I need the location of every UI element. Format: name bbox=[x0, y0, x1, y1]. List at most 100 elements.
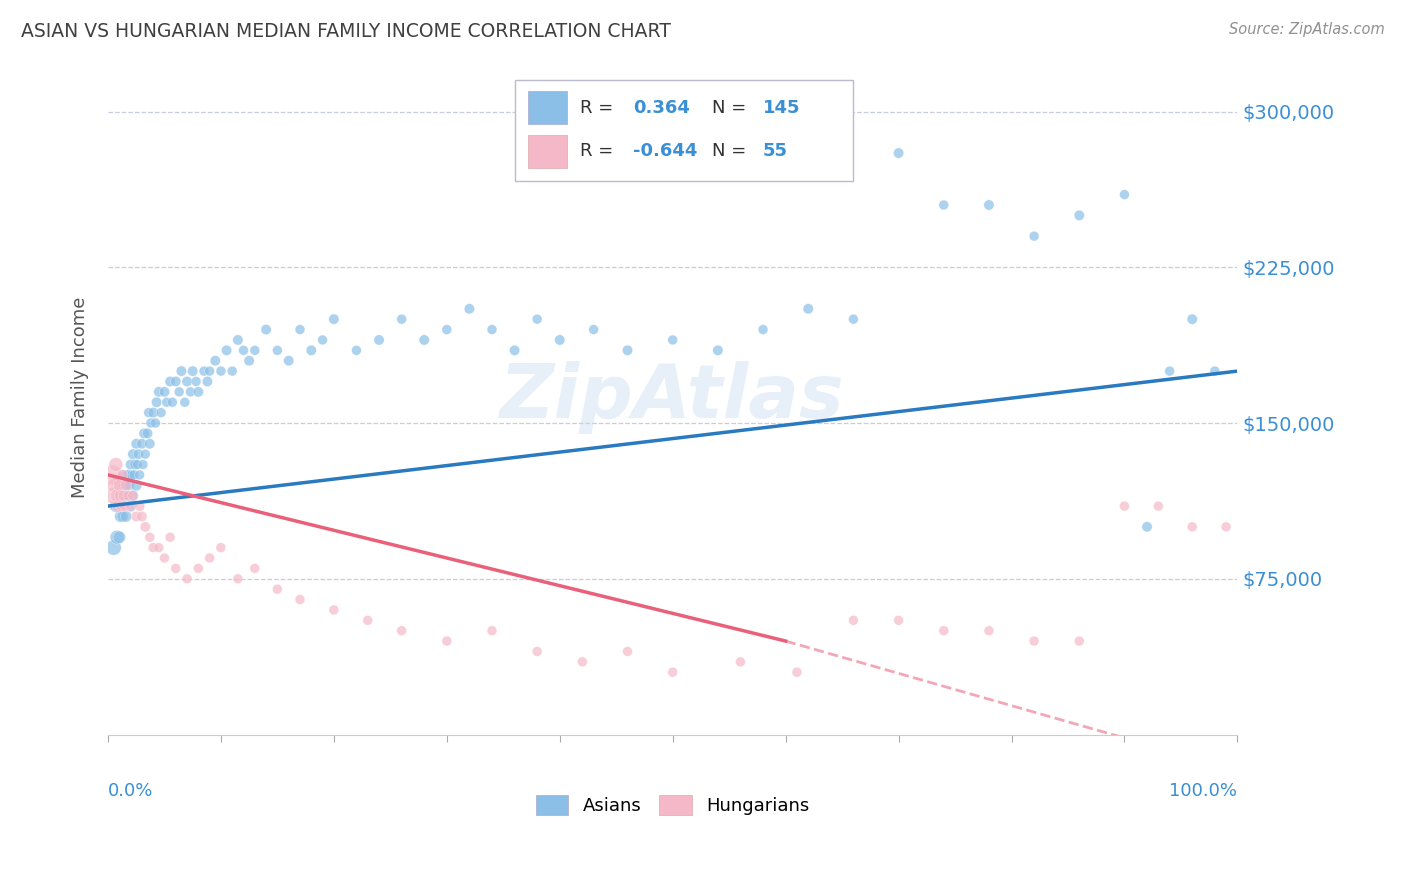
Point bbox=[139, 530, 162, 544]
Point bbox=[114, 499, 136, 513]
Text: 0.364: 0.364 bbox=[633, 98, 690, 117]
Point bbox=[104, 458, 127, 472]
Point bbox=[1114, 187, 1136, 202]
Point bbox=[548, 333, 571, 347]
Point bbox=[176, 572, 198, 586]
Point bbox=[977, 624, 1000, 638]
Point bbox=[752, 322, 775, 336]
Text: N =: N = bbox=[713, 143, 752, 161]
Point bbox=[198, 364, 221, 378]
Point bbox=[104, 478, 127, 492]
Point bbox=[391, 624, 413, 638]
Point bbox=[173, 395, 195, 409]
Point bbox=[582, 322, 605, 336]
Point bbox=[145, 395, 167, 409]
Point bbox=[413, 333, 436, 347]
Point bbox=[1181, 312, 1204, 326]
Point bbox=[162, 395, 184, 409]
Point bbox=[661, 665, 683, 680]
Point bbox=[112, 478, 135, 492]
Point bbox=[311, 333, 333, 347]
Point bbox=[842, 613, 865, 627]
Point bbox=[115, 478, 138, 492]
Point bbox=[104, 499, 127, 513]
Point bbox=[111, 509, 134, 524]
Point bbox=[1147, 499, 1170, 513]
Point bbox=[266, 582, 288, 596]
Point bbox=[167, 384, 190, 399]
Text: ASIAN VS HUNGARIAN MEDIAN FAMILY INCOME CORRELATION CHART: ASIAN VS HUNGARIAN MEDIAN FAMILY INCOME … bbox=[21, 22, 671, 41]
Point bbox=[150, 406, 173, 420]
Point bbox=[266, 343, 288, 358]
Point bbox=[181, 364, 204, 378]
Point bbox=[111, 467, 134, 482]
Point bbox=[661, 333, 683, 347]
FancyBboxPatch shape bbox=[529, 136, 567, 168]
Point bbox=[1215, 520, 1237, 534]
Point bbox=[165, 375, 187, 389]
Point bbox=[215, 343, 238, 358]
Point bbox=[571, 655, 593, 669]
Point bbox=[128, 467, 150, 482]
Point bbox=[243, 561, 266, 575]
Point bbox=[108, 478, 131, 492]
Point bbox=[436, 322, 458, 336]
Point bbox=[120, 499, 142, 513]
Point bbox=[125, 437, 148, 451]
Point bbox=[193, 364, 215, 378]
Point bbox=[322, 603, 344, 617]
Point bbox=[121, 489, 143, 503]
Point bbox=[209, 541, 232, 555]
Point bbox=[115, 467, 138, 482]
FancyBboxPatch shape bbox=[529, 91, 567, 124]
Point bbox=[1204, 364, 1226, 378]
Point bbox=[226, 572, 249, 586]
Point bbox=[148, 384, 170, 399]
Legend: Asians, Hungarians: Asians, Hungarians bbox=[529, 788, 817, 822]
Point bbox=[121, 447, 143, 461]
Point bbox=[165, 561, 187, 575]
Point bbox=[120, 499, 142, 513]
Point bbox=[368, 333, 391, 347]
Point bbox=[131, 509, 153, 524]
Text: 55: 55 bbox=[763, 143, 787, 161]
Point bbox=[526, 644, 548, 658]
Point bbox=[1069, 634, 1091, 648]
Point bbox=[616, 343, 638, 358]
Point bbox=[357, 613, 380, 627]
Point bbox=[127, 447, 149, 461]
Point bbox=[110, 489, 132, 503]
Point bbox=[145, 416, 167, 430]
Point bbox=[134, 426, 156, 441]
Point bbox=[170, 364, 193, 378]
Point bbox=[254, 322, 277, 336]
Point bbox=[1136, 520, 1159, 534]
Point bbox=[125, 478, 148, 492]
Point bbox=[1022, 634, 1045, 648]
Text: -0.644: -0.644 bbox=[633, 143, 697, 161]
Point bbox=[105, 530, 128, 544]
Point bbox=[195, 375, 218, 389]
Point bbox=[136, 426, 159, 441]
Point bbox=[110, 489, 132, 503]
Text: 145: 145 bbox=[763, 98, 800, 117]
Point bbox=[142, 406, 165, 420]
Point bbox=[238, 353, 260, 368]
Point bbox=[139, 416, 162, 430]
Point bbox=[139, 437, 162, 451]
Point bbox=[503, 343, 526, 358]
Point bbox=[187, 384, 209, 399]
Point bbox=[153, 384, 176, 399]
Point bbox=[148, 541, 170, 555]
Point bbox=[117, 489, 139, 503]
Point bbox=[120, 458, 142, 472]
Point bbox=[134, 447, 156, 461]
Point bbox=[134, 520, 156, 534]
Point bbox=[204, 353, 226, 368]
Point bbox=[111, 467, 134, 482]
Point bbox=[117, 489, 139, 503]
Point bbox=[153, 551, 176, 566]
Point bbox=[322, 312, 344, 326]
Text: 100.0%: 100.0% bbox=[1170, 781, 1237, 800]
Point bbox=[138, 406, 160, 420]
